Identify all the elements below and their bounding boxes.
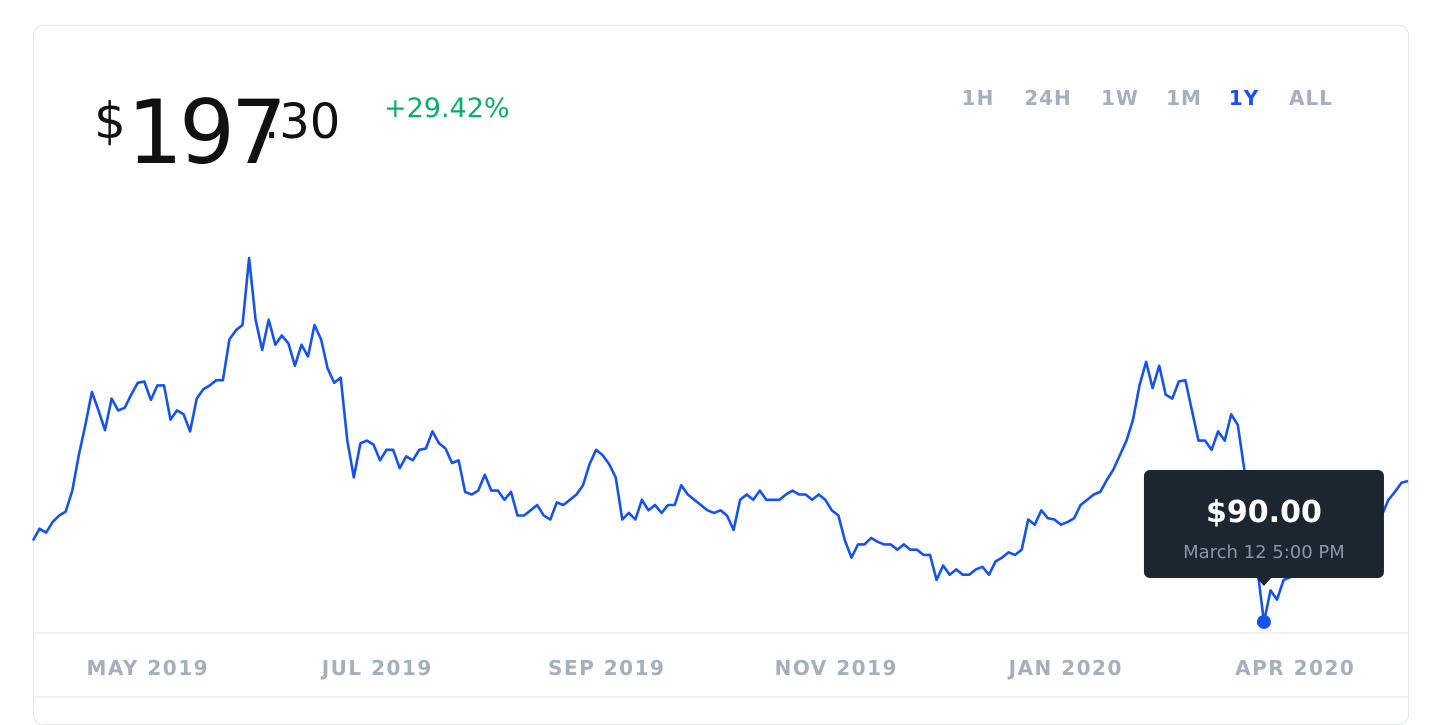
range-button[interactable]: 1M <box>1166 86 1202 110</box>
tooltip-date: March 12 5:00 PM <box>1183 542 1345 563</box>
price-change: +29.42% <box>384 93 510 124</box>
price-line <box>31 256 1409 624</box>
x-tick-label: APR 2020 <box>1235 656 1355 680</box>
tooltip-box <box>1143 470 1384 578</box>
x-tick-label: JUL 2019 <box>320 656 433 680</box>
price-whole: 197 <box>127 81 283 184</box>
x-tick-label: NOV 2019 <box>775 656 898 680</box>
range-button[interactable]: ALL <box>1289 86 1333 110</box>
range-button[interactable]: 1H <box>962 86 995 110</box>
tooltip-pointer <box>1255 577 1272 586</box>
price-cents: .30 <box>264 94 340 150</box>
range-button[interactable]: 24H <box>1024 86 1072 110</box>
price-currency: $ <box>94 92 126 150</box>
tooltip-dot <box>1256 614 1271 629</box>
chart: $ 197 .30 +29.42% 1H 24H 1W 1M 1Y ALL MAY 2019… <box>31 81 1410 698</box>
page: $ 197 .30 +29.42% 1H 24H 1W 1M 1Y ALL MAY 2019… <box>31 25 1410 725</box>
x-tick-label: JAN 2020 <box>1007 656 1123 680</box>
tooltip-value: $90.00 <box>1206 495 1322 530</box>
range-button[interactable]: 1W <box>1101 86 1139 110</box>
x-tick-label: MAY 2019 <box>86 656 209 680</box>
range-button[interactable]: 1Y <box>1229 86 1259 110</box>
x-tick-label: SEP 2019 <box>548 656 665 680</box>
